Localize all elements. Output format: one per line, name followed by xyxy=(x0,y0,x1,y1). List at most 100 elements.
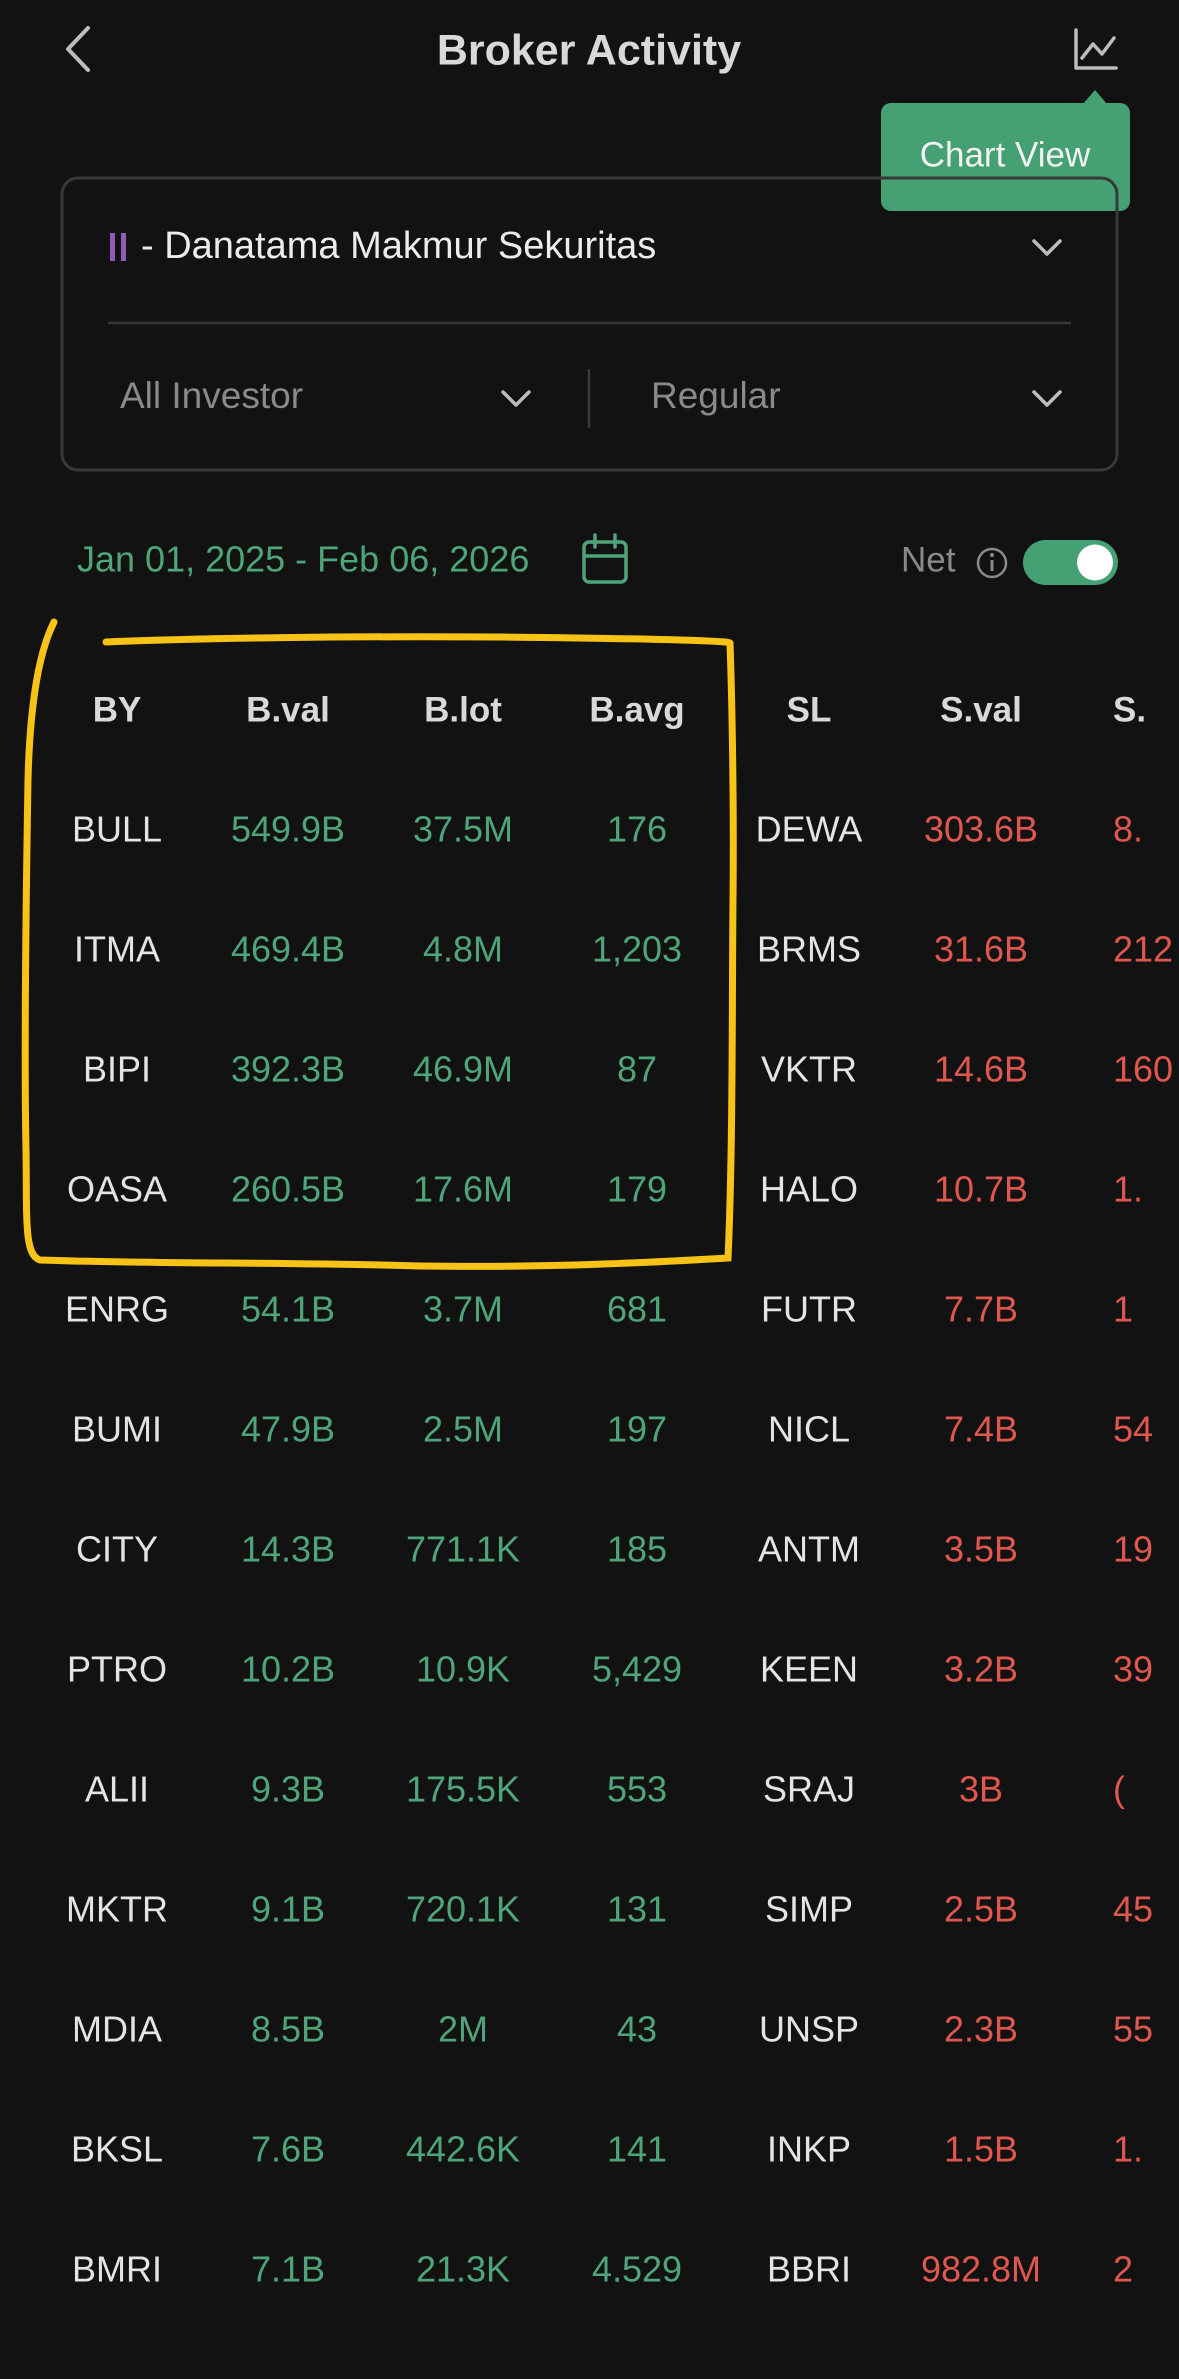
stock-code: NICL xyxy=(768,1409,850,1450)
cell-value: 46.9M xyxy=(413,1049,513,1090)
cell-value: 131 xyxy=(607,1889,667,1930)
stock-code: ITMA xyxy=(74,929,160,970)
market-select[interactable]: Regular xyxy=(651,375,781,416)
chevron[interactable] xyxy=(1032,239,1062,256)
cell-value: 260.5B xyxy=(231,1169,345,1210)
cell-value: 176 xyxy=(607,809,667,850)
table-row[interactable]: MDIA 8.5B 2M 43 UNSP 2.3B 55 xyxy=(72,2009,1153,2050)
table: BY B.val B.lot B.avg SL S.val S. BULL 549.9B 37.5… xyxy=(65,690,1173,2290)
table-row[interactable]: BKSL 7.6B 442.6K 141 INKP 1.5B 1. xyxy=(71,2129,1143,2170)
cell-value: ( xyxy=(1113,1769,1125,1810)
column-header: S. xyxy=(1113,690,1146,729)
net-toggle[interactable] xyxy=(1023,540,1118,585)
cell-value: 54 xyxy=(1113,1409,1153,1450)
column-header: SL xyxy=(787,690,832,729)
column-header: BY xyxy=(93,690,142,729)
cell-value: 1. xyxy=(1113,2129,1143,2170)
table-row[interactable]: MKTR 9.1B 720.1K 131 SIMP 2.5B 45 xyxy=(66,1889,1153,1930)
table-row[interactable]: BIPI 392.3B 46.9M 87 VKTR 14.6B 160 xyxy=(83,1049,1173,1090)
stock-code: DEWA xyxy=(756,809,863,850)
cell-value: 771.1K xyxy=(406,1529,520,1570)
cell-value: 197 xyxy=(607,1409,667,1450)
cell-value: 45 xyxy=(1113,1889,1153,1930)
investor-select[interactable]: All Investor xyxy=(120,375,303,416)
chevron[interactable] xyxy=(1032,390,1062,407)
cell-value: 87 xyxy=(617,1049,657,1090)
cell-value: 2.3B xyxy=(944,2009,1018,2050)
stock-code: HALO xyxy=(760,1169,858,1210)
table-row[interactable]: ALII 9.3B 175.5K 553 SRAJ 3B ( xyxy=(85,1769,1125,1810)
cell-value: 1.5B xyxy=(944,2129,1018,2170)
cell-value: 141 xyxy=(607,2129,667,2170)
cell-value: 4.8M xyxy=(423,929,503,970)
cell-value: 212 xyxy=(1113,929,1173,970)
date-range[interactable]: Jan 01, 2025 - Feb 06, 2026 xyxy=(77,539,529,580)
cell-value: 7.4B xyxy=(944,1409,1018,1450)
column-header: B.val xyxy=(246,690,330,729)
stock-code: SRAJ xyxy=(763,1769,855,1810)
cell-value: 19 xyxy=(1113,1529,1153,1570)
stock-code: OASA xyxy=(67,1169,167,1210)
stock-code: BULL xyxy=(72,809,162,850)
cell-value: 8. xyxy=(1113,809,1143,850)
cell-value: 2 xyxy=(1113,2249,1133,2290)
cell-value: 8.5B xyxy=(251,2009,325,2050)
cell-value: 9.1B xyxy=(251,1889,325,1930)
chevron[interactable] xyxy=(501,390,531,407)
chart-view-button[interactable] xyxy=(1074,28,1118,70)
stock-code: BIPI xyxy=(83,1049,151,1090)
cell-value: 681 xyxy=(607,1289,667,1330)
table-row[interactable]: OASA 260.5B 17.6M 179 HALO 10.7B 1. xyxy=(67,1169,1143,1210)
table-row[interactable]: BUMI 47.9B 2.5M 197 NICL 7.4B 54 xyxy=(72,1409,1153,1450)
table-row[interactable]: PTRO 10.2B 10.9K 5,429 KEEN 3.2B 39 xyxy=(67,1649,1153,1690)
filter-panel xyxy=(60,176,1119,472)
cell-value: 55 xyxy=(1113,2009,1153,2050)
table-row[interactable]: ENRG 54.1B 3.7M 681 FUTR 7.7B 1 xyxy=(65,1289,1133,1330)
stock-code: BMRI xyxy=(72,2249,162,2290)
tooltip-text: Chart View xyxy=(920,135,1091,174)
column-header: B.lot xyxy=(424,690,502,729)
cell-value: 2M xyxy=(438,2009,488,2050)
stock-code: ENRG xyxy=(65,1289,169,1330)
stock-code: VKTR xyxy=(761,1049,857,1090)
cell-value: 720.1K xyxy=(406,1889,520,1930)
cell-value: 3.5B xyxy=(944,1529,1018,1570)
broker-select[interactable]: - Danatama Makmur Sekuritas xyxy=(141,225,656,267)
cell-value: 2.5B xyxy=(944,1889,1018,1930)
stock-code: BRMS xyxy=(757,929,861,970)
table-row[interactable]: CITY 14.3B 771.1K 185 ANTM 3.5B 19 xyxy=(76,1529,1153,1570)
cell-value: 1 xyxy=(1113,1289,1133,1330)
table-row[interactable]: BULL 549.9B 37.5M 176 DEWA 303.6B 8. xyxy=(72,809,1143,850)
calendar-icon[interactable] xyxy=(582,533,628,584)
table-row[interactable]: BMRI 7.1B 21.3K 4,529 BBRI 982.8M 2 xyxy=(72,2249,1133,2290)
cell-value: 1. xyxy=(1113,1169,1143,1210)
cell-value: 31.6B xyxy=(934,929,1028,970)
table-row[interactable]: ITMA 469.4B 4.8M 1,203 BRMS 31.6B 212 xyxy=(74,929,1173,970)
cell-value: 14.6B xyxy=(934,1049,1028,1090)
cell-value: 4,529 xyxy=(592,2249,682,2290)
stock-code: FUTR xyxy=(761,1289,857,1330)
column-header: B.avg xyxy=(589,690,684,729)
tooltip: Chart View xyxy=(881,90,1130,211)
info-icon[interactable] xyxy=(976,547,1008,579)
cell-value: 7.1B xyxy=(251,2249,325,2290)
cell-value: 1,203 xyxy=(592,929,682,970)
stock-code: BKSL xyxy=(71,2129,163,2170)
cell-value: 7.6B xyxy=(251,2129,325,2170)
back-button[interactable] xyxy=(66,26,90,72)
stock-code: ALII xyxy=(85,1769,149,1810)
cell-value: 17.6M xyxy=(413,1169,513,1210)
stock-code: PTRO xyxy=(67,1649,167,1690)
cell-value: 442.6K xyxy=(406,2129,520,2170)
cell-value: 553 xyxy=(607,1769,667,1810)
cell-value: 3.7M xyxy=(423,1289,503,1330)
cell-value: 392.3B xyxy=(231,1049,345,1090)
cell-value: 21.3K xyxy=(416,2249,510,2290)
broker-color-marker xyxy=(110,233,126,261)
cell-value: 14.3B xyxy=(241,1529,335,1570)
stock-code: BUMI xyxy=(72,1409,162,1450)
cell-value: 303.6B xyxy=(924,809,1038,850)
cell-value: 10.9K xyxy=(416,1649,510,1690)
